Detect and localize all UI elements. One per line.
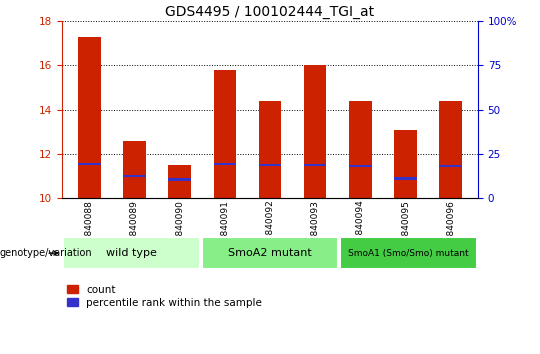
Bar bbox=[259, 164, 281, 166]
Bar bbox=[213, 162, 236, 165]
FancyBboxPatch shape bbox=[340, 237, 477, 269]
Legend: count, percentile rank within the sample: count, percentile rank within the sample bbox=[68, 285, 262, 308]
Bar bbox=[440, 101, 462, 198]
Bar bbox=[304, 65, 327, 198]
Bar bbox=[304, 164, 327, 166]
Text: SmoA2 mutant: SmoA2 mutant bbox=[228, 248, 312, 258]
Bar bbox=[78, 162, 100, 165]
Bar bbox=[440, 165, 462, 167]
Text: genotype/variation: genotype/variation bbox=[0, 248, 93, 258]
Bar bbox=[123, 175, 146, 177]
Bar bbox=[394, 130, 417, 198]
Bar bbox=[78, 37, 100, 198]
Bar bbox=[259, 101, 281, 198]
Title: GDS4495 / 100102444_TGI_at: GDS4495 / 100102444_TGI_at bbox=[165, 5, 375, 19]
Bar bbox=[123, 141, 146, 198]
Text: wild type: wild type bbox=[106, 248, 157, 258]
Bar bbox=[213, 70, 236, 198]
Bar bbox=[349, 165, 372, 167]
Bar bbox=[168, 178, 191, 181]
Text: SmoA1 (Smo/Smo) mutant: SmoA1 (Smo/Smo) mutant bbox=[348, 249, 469, 258]
FancyBboxPatch shape bbox=[201, 237, 339, 269]
FancyBboxPatch shape bbox=[63, 237, 200, 269]
Bar bbox=[394, 177, 417, 180]
Bar bbox=[349, 101, 372, 198]
Bar bbox=[168, 165, 191, 198]
